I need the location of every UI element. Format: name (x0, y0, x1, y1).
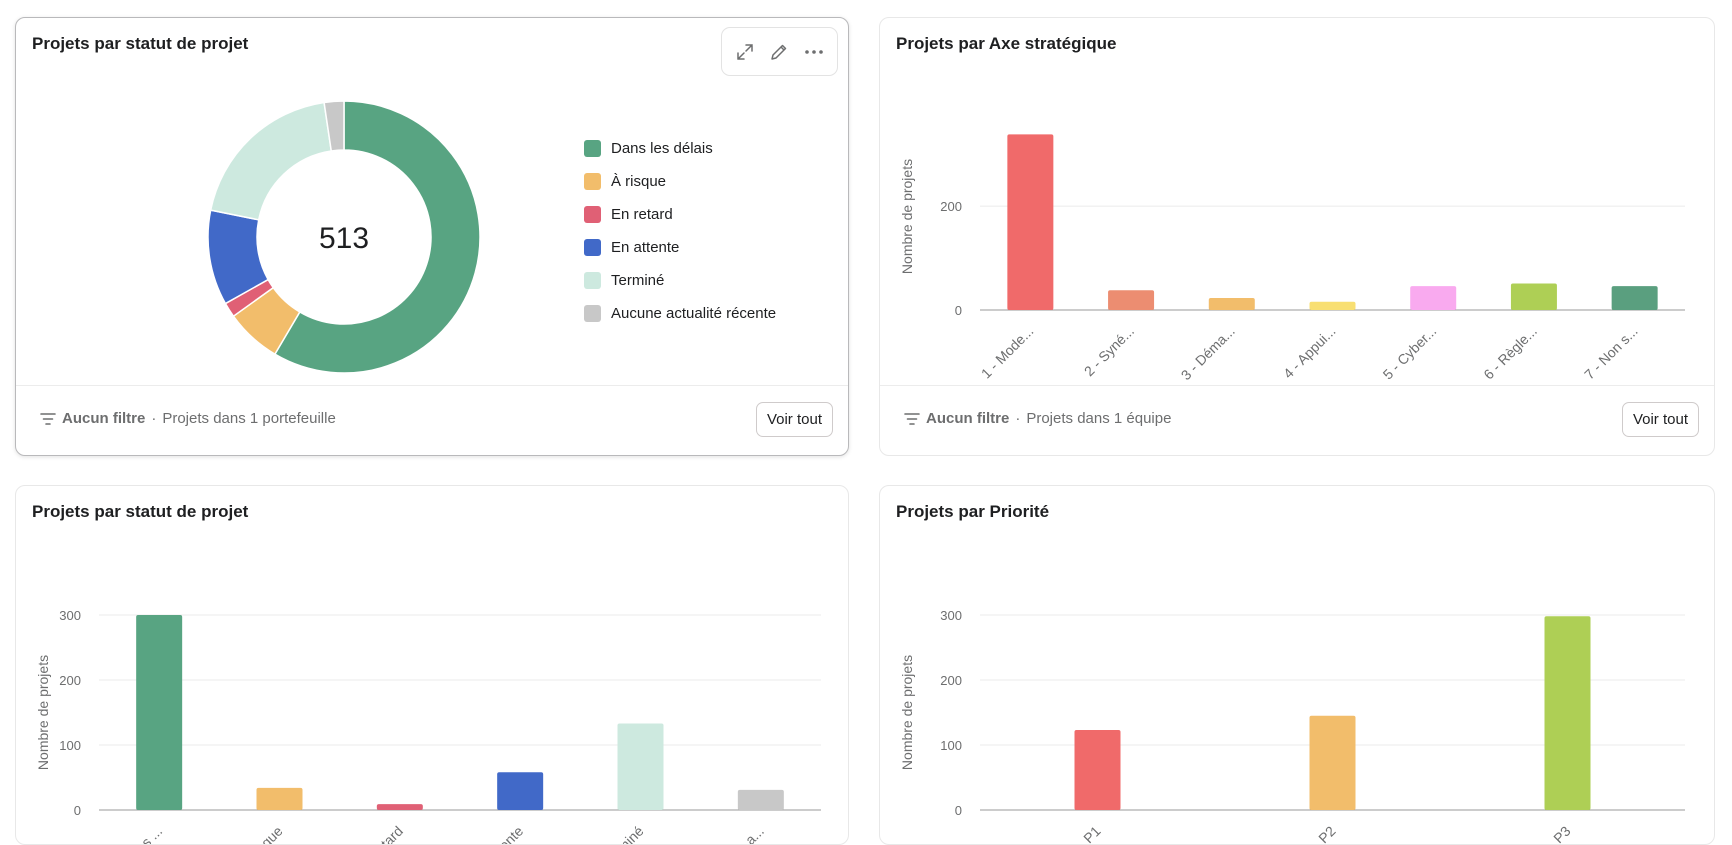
x-tick-label: À risque (238, 823, 286, 845)
filter-lines-icon (40, 412, 56, 426)
bar[interactable] (256, 787, 303, 810)
y-tick-label: 0 (955, 803, 962, 818)
bar[interactable] (1309, 715, 1356, 810)
legend-label: En attente (611, 239, 680, 256)
pencil-icon[interactable] (764, 37, 794, 67)
voir-tout-button[interactable]: Voir tout (1621, 402, 1699, 437)
card-toolbar (721, 27, 838, 76)
x-tick-label: P1 (1080, 823, 1104, 845)
card-footer: Aucun filtre · Projets dans 1 portefeuil… (16, 385, 848, 455)
legend-item[interactable]: Aucune actualité récente (584, 297, 776, 330)
voir-tout-button[interactable]: Voir tout (755, 402, 833, 437)
x-tick-label: Dans les ... (104, 823, 165, 845)
donut-slice[interactable] (209, 101, 333, 221)
card-title: Projets par statut de projet (32, 502, 249, 521)
y-axis-label: Nombre de projets (899, 159, 915, 274)
legend-swatch (584, 206, 601, 223)
bar-chart-axe: 0 200 Nombre de projets 1 - Mode... 2 - Syné… (899, 134, 1685, 383)
bar-chart-priorite: 0 100 200 300 Nombre de projets P1 P2 P3 (899, 608, 1685, 845)
card-title: Projets par Axe stratégique (896, 34, 1117, 53)
y-tick-label: 100 (940, 738, 962, 753)
legend-swatch (584, 272, 601, 289)
bar-chart-status: 0 100 200 300 Nombre de projets Dans les ... À… (35, 608, 821, 845)
legend-item[interactable]: Terminé (584, 264, 776, 297)
x-tick-label: En attente (470, 823, 527, 845)
legend-swatch (584, 140, 601, 157)
bar[interactable] (1510, 283, 1557, 310)
chart-card-priorite[interactable]: Projets par Priorité 0 100 200 300 Nombre de… (879, 485, 1715, 845)
donut-slice[interactable] (323, 100, 345, 152)
donut-center-total: 513 (319, 222, 369, 255)
x-tick-label: En retard (354, 823, 406, 845)
legend-label: Terminé (611, 272, 665, 289)
scope-label: Projets dans 1 équipe (1026, 410, 1172, 427)
x-tick-label: P2 (1315, 823, 1339, 845)
y-tick-label: 0 (74, 803, 81, 818)
bar[interactable] (1410, 286, 1457, 310)
bar[interactable] (1007, 134, 1054, 310)
bar[interactable] (497, 772, 544, 810)
separator: · (151, 410, 157, 427)
card-footer: Aucun filtre · Projets dans 1 équipe Voi… (880, 385, 1714, 455)
bar[interactable] (1544, 616, 1591, 810)
legend-item[interactable]: En attente (584, 231, 776, 264)
donut-slice[interactable] (273, 100, 481, 374)
x-tick-label: 3 - Déma... (1178, 323, 1238, 383)
x-tick-label: 1 - Mode... (978, 323, 1037, 382)
x-tick-label: 2 - Syné... (1081, 323, 1137, 379)
chart-card-status-bar[interactable]: Projets par statut de projet 0 100 200 300 N… (15, 485, 849, 845)
bar[interactable] (1108, 290, 1155, 310)
legend-item[interactable]: À risque (584, 165, 776, 198)
bar[interactable] (1309, 301, 1356, 310)
bar[interactable] (1208, 298, 1255, 310)
x-tick-label: 4 - Appui... (1280, 323, 1339, 382)
filter-summary[interactable]: Aucun filtre · Projets dans 1 portefeuil… (40, 410, 336, 427)
legend-item[interactable]: Dans les délais (584, 132, 776, 165)
y-tick-label: 100 (59, 738, 81, 753)
chart-card-status-donut[interactable]: Projets par statut de projet 513 Dans le… (15, 17, 849, 456)
card-title: Projets par statut de projet (32, 34, 249, 53)
y-tick-label: 200 (59, 673, 81, 688)
donut-chart: 513 (207, 100, 481, 374)
filter-label: Aucun filtre (62, 410, 146, 427)
bar[interactable] (1074, 730, 1121, 810)
filter-label: Aucun filtre (926, 410, 1010, 427)
legend-item[interactable]: En retard (584, 198, 776, 231)
bar[interactable] (136, 615, 183, 810)
legend-label: En retard (611, 206, 673, 223)
card-title: Projets par Priorité (896, 502, 1050, 521)
y-axis-label: Nombre de projets (35, 655, 51, 770)
legend-swatch (584, 173, 601, 190)
bar[interactable] (1611, 286, 1658, 310)
x-tick-label: P3 (1550, 823, 1574, 845)
separator: · (1015, 410, 1021, 427)
bar[interactable] (737, 789, 784, 810)
legend-swatch (584, 305, 601, 322)
x-tick-label: Aucune a... (706, 823, 767, 845)
filter-lines-icon (904, 412, 920, 426)
donut-legend: Dans les délais À risque En retard En atten… (584, 132, 776, 330)
expand-icon[interactable] (730, 37, 760, 67)
y-tick-label: 300 (940, 608, 962, 623)
scope-label: Projets dans 1 portefeuille (162, 410, 336, 427)
x-tick-label: 6 - Règle... (1480, 323, 1540, 383)
bar[interactable] (617, 723, 664, 810)
x-tick-label: Terminé (600, 823, 647, 845)
legend-label: À risque (611, 173, 667, 190)
x-tick-label: 7 - Non s... (1581, 323, 1641, 383)
x-tick-label: 5 - Cyber... (1380, 323, 1440, 383)
bar[interactable] (376, 804, 423, 810)
more-icon[interactable] (799, 37, 829, 67)
chart-card-axe-strategique[interactable]: Projets par Axe stratégique 0 200 Nombre d… (879, 17, 1715, 456)
legend-label: Aucune actualité récente (611, 305, 777, 322)
y-tick-label: 200 (940, 673, 962, 688)
y-tick-label: 0 (955, 303, 962, 318)
legend-swatch (584, 239, 601, 256)
filter-summary[interactable]: Aucun filtre · Projets dans 1 équipe (904, 410, 1171, 427)
y-tick-label: 300 (59, 608, 81, 623)
y-axis-label: Nombre de projets (899, 655, 915, 770)
y-tick-label: 200 (940, 199, 962, 214)
legend-label: Dans les délais (611, 140, 713, 157)
